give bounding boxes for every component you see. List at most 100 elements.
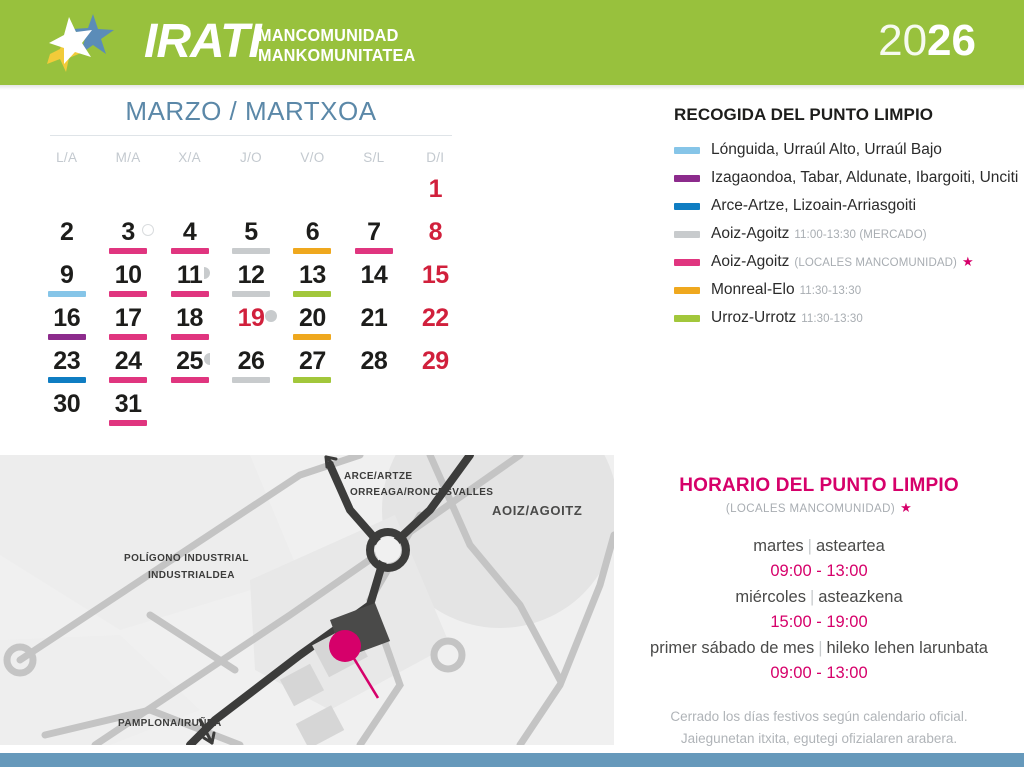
- day-cell[interactable]: 6: [282, 216, 343, 259]
- day-cell[interactable]: 10: [97, 259, 158, 302]
- logo-subtitle-es: MANCOMUNIDAD: [258, 25, 399, 45]
- schedule-day: miércoles | asteazkena: [614, 584, 1024, 610]
- legend-item: Arce-Artze, Lizoain-Arriasgoiti: [674, 192, 1014, 220]
- day-cell[interactable]: 24: [97, 345, 158, 388]
- day-cell[interactable]: 1: [405, 173, 466, 216]
- day-cell[interactable]: 17: [97, 302, 158, 345]
- legend-title: RECOGIDA DEL PUNTO LIMPIO: [674, 105, 934, 124]
- day-number: 14: [360, 261, 388, 289]
- legend-list: Lónguida, Urraúl Alto, Urraúl Bajo Izagao…: [674, 136, 1018, 332]
- day-number: 8: [428, 218, 443, 246]
- day-cell[interactable]: 21: [343, 302, 404, 345]
- day-cell-empty: [282, 388, 343, 431]
- day-cell[interactable]: 9: [36, 259, 97, 302]
- legend-item: Aoiz-Agoitz 11:00-13:30 (MERCADO): [674, 220, 1014, 248]
- legend-label: Arce-Artze, Lizoain-Arriasgoiti: [711, 197, 916, 215]
- day-number: 27: [299, 347, 326, 375]
- header-shadow: [0, 85, 1024, 90]
- day-cell[interactable]: 3: [97, 216, 158, 259]
- legend-color-swatch: [674, 258, 700, 266]
- day-cell[interactable]: 29: [405, 345, 466, 388]
- day-cell-empty: [405, 388, 466, 431]
- star-icon: ★: [900, 500, 913, 515]
- day-cell-empty: [159, 388, 220, 431]
- day-number: 22: [421, 304, 449, 332]
- day-cell[interactable]: 5: [220, 216, 281, 259]
- day-cell[interactable]: 7: [343, 216, 404, 259]
- day-number: 15: [421, 261, 449, 289]
- day-number: 26: [237, 347, 265, 375]
- day-cell[interactable]: 26: [220, 345, 281, 388]
- page-header: IRATI MANCOMUNIDAD MANKOMUNITATEA 2026: [0, 0, 1024, 85]
- day-number: 30: [53, 390, 81, 418]
- day-number: 7: [367, 218, 381, 246]
- day-cell[interactable]: 11: [159, 259, 220, 302]
- day-number: 11: [176, 261, 203, 289]
- legend-panel: RECOGIDA DEL PUNTO LIMPIO Lónguida, Urra…: [674, 105, 1018, 332]
- day-cell[interactable]: 23: [36, 345, 97, 388]
- star-icon: ★: [961, 254, 974, 269]
- day-cell-empty: [36, 173, 97, 216]
- day-cell-empty: [159, 173, 220, 216]
- day-cell[interactable]: 31: [97, 388, 158, 431]
- location-map: ARCE/ARTZE ORREAGA/RONCESVALLES AOIZ/AGOIT…: [0, 455, 614, 745]
- collection-bar: [109, 334, 148, 340]
- day-cell[interactable]: 18: [159, 302, 220, 345]
- collection-bar: [109, 248, 148, 254]
- collection-bar: [354, 248, 393, 254]
- collection-bar: [293, 291, 332, 297]
- legend-label-text: Monreal-Elo: [711, 281, 795, 298]
- map-label: POLÍGONO INDUSTRIAL: [124, 553, 249, 564]
- collection-bar: [170, 248, 209, 254]
- collection-bar: [47, 377, 86, 383]
- weekday-header: L/A: [56, 150, 78, 165]
- day-cell[interactable]: 8: [405, 216, 466, 259]
- day-number: 6: [305, 218, 320, 246]
- logo-subtitle-eu: MANKOMUNITATEA: [258, 45, 416, 65]
- day-cell[interactable]: 4: [159, 216, 220, 259]
- legend-item: Monreal-Elo 11:30-13:30: [674, 276, 1014, 304]
- day-number: 9: [60, 261, 74, 289]
- irati-logo: IRATI MANCOMUNIDAD MANKOMUNITATEA: [36, 8, 415, 78]
- day-number: 23: [53, 347, 81, 375]
- legend-note: (LOCALES MANCOMUNIDAD): [794, 257, 957, 269]
- day-cell[interactable]: 12: [220, 259, 281, 302]
- day-number: 3: [121, 218, 135, 246]
- schedule-panel: HORARIO DEL PUNTO LIMPIO (LOCALES MANCOM…: [614, 475, 1024, 750]
- day-cell[interactable]: 14: [343, 259, 404, 302]
- footer-bar: [0, 753, 1024, 767]
- roundabout-main: [366, 528, 410, 572]
- day-cell[interactable]: 27: [282, 345, 343, 388]
- collection-bar: [170, 334, 209, 340]
- day-cell[interactable]: 19: [220, 302, 281, 345]
- collection-bar: [109, 291, 148, 297]
- legend-color-swatch: [674, 202, 700, 210]
- day-cell[interactable]: 15: [405, 259, 466, 302]
- day-cell[interactable]: 30: [36, 388, 97, 431]
- legend-label: Izagaondoa, Tabar, Aldunate, Ibargoiti, …: [711, 169, 1018, 187]
- day-number: 16: [53, 304, 81, 332]
- day-cell[interactable]: 28: [343, 345, 404, 388]
- day-cell[interactable]: 2: [36, 216, 97, 259]
- legend-color-swatch: [674, 146, 700, 154]
- legend-label-text: Aoiz-Agoitz: [711, 253, 790, 270]
- collection-bar: [231, 377, 270, 383]
- collection-bar: [47, 334, 86, 340]
- weekday-header: S/L: [363, 150, 385, 165]
- day-number: 29: [421, 347, 449, 375]
- day-number: 2: [60, 218, 74, 246]
- collection-bar: [109, 420, 148, 426]
- day-cell[interactable]: 16: [36, 302, 97, 345]
- day-number: 19: [237, 304, 265, 332]
- moon-phase-first-icon: [203, 267, 210, 279]
- day-cell[interactable]: 13: [282, 259, 343, 302]
- direction-arrows: [198, 455, 338, 745]
- weekday-header: V/O: [300, 150, 325, 165]
- day-number: 24: [114, 347, 142, 375]
- day-cell[interactable]: 20: [282, 302, 343, 345]
- day-cell[interactable]: 22: [405, 302, 466, 345]
- schedule-title: HORARIO DEL PUNTO LIMPIO: [679, 475, 959, 496]
- day-cell[interactable]: 25: [159, 345, 220, 388]
- legend-color-swatch: [674, 314, 700, 322]
- day-grid: 1 2 3 4 5 6 7 8 9 10 11 12 13 14 15 16 17 18 19 20 21 22 23 24 2…: [36, 173, 466, 431]
